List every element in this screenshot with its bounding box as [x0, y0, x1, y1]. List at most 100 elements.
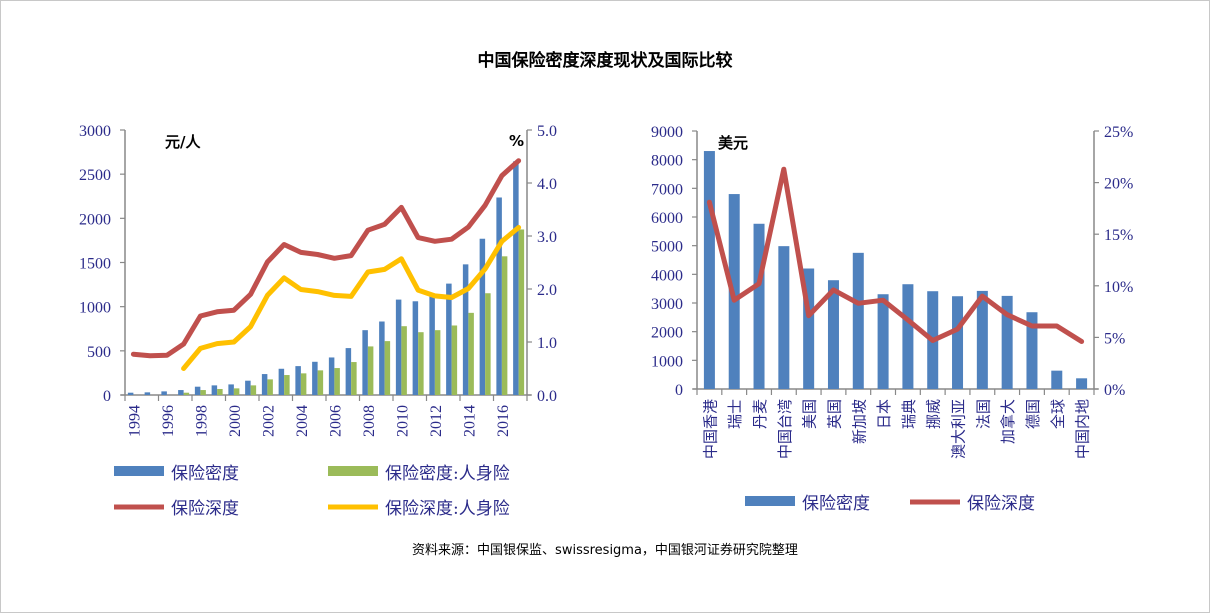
- right-tick-label: 15%: [1104, 227, 1133, 244]
- left-unit-label: 元/人: [165, 133, 201, 151]
- left-tick-label: 500: [87, 344, 111, 361]
- x-tick-label: 中国内地: [1074, 399, 1092, 459]
- x-tick-label: 日本: [875, 399, 893, 429]
- legend-label: 保险深度:人身险: [385, 499, 510, 519]
- left-tick-label: 2000: [79, 211, 111, 228]
- line-保险深度: [130, 158, 522, 359]
- left-tick-label: 5000: [651, 239, 683, 256]
- right-tick-label: 20%: [1104, 176, 1133, 193]
- right-tick-label: 3.0: [537, 229, 557, 246]
- x-tick-label: 1998: [193, 405, 210, 437]
- bar-保险密度: [379, 321, 385, 395]
- bar-保险密度: [703, 151, 715, 389]
- left-tick-label: 4000: [651, 267, 683, 284]
- bar-保险密度: [852, 252, 864, 389]
- bar-保险密度: [278, 368, 285, 395]
- bar-保险密度: [496, 197, 502, 395]
- bar-保险密度: [952, 296, 964, 389]
- bar-保险密度: [753, 223, 765, 389]
- right-tick-label: 5%: [1104, 330, 1125, 347]
- bar-保险密度:人身险: [518, 229, 525, 395]
- x-tick-label: 中国香港: [701, 399, 719, 459]
- bar-保险密度: [827, 280, 839, 389]
- left-tick-label: 0: [675, 382, 683, 399]
- bar-保险密度:人身险: [317, 370, 324, 395]
- bar-保险密度:人身险: [367, 346, 374, 395]
- bar-保险密度:人身险: [384, 341, 391, 395]
- right-tick-label: 25%: [1104, 124, 1133, 141]
- x-tick-label: 1996: [160, 405, 177, 437]
- x-tick-label: 2004: [294, 405, 311, 437]
- x-tick-label: 澳大利亚: [950, 399, 968, 459]
- bar-保险密度: [803, 268, 815, 389]
- line-保险深度: [706, 166, 1085, 344]
- x-tick-label: 德国: [1024, 399, 1042, 429]
- bar-保险密度: [902, 284, 914, 389]
- x-tick-label: 法国: [974, 399, 992, 429]
- left-tick-label: 2500: [79, 167, 111, 184]
- right-tick-label: 4.0: [537, 176, 557, 193]
- bar-保险密度: [194, 386, 201, 395]
- bar-保险密度: [161, 391, 167, 395]
- bar-保险密度:人身险: [284, 375, 290, 395]
- legend-label: 保险密度:人身险: [385, 464, 510, 484]
- bar-保险密度:人身险: [485, 293, 491, 395]
- legend-label: 保险深度: [967, 494, 1035, 514]
- left-tick-label: 3000: [79, 123, 111, 140]
- source-note: 资料来源：中国银保监、swissresigma，中国银河证券研究院整理: [412, 543, 798, 558]
- bar-保险密度: [362, 330, 368, 395]
- bar-保险密度:人身险: [334, 368, 340, 395]
- x-tick-label: 2008: [361, 405, 378, 437]
- bar-保险密度: [1001, 295, 1013, 389]
- x-tick-label: 2012: [428, 405, 445, 437]
- x-tick-label: 2016: [495, 405, 512, 437]
- bar-保险密度: [395, 299, 402, 395]
- bar-保险密度: [479, 238, 486, 395]
- bar-保险密度: [144, 392, 151, 395]
- right-tick-label: 1.0: [537, 335, 557, 352]
- left-tick-label: 7000: [651, 181, 683, 198]
- x-tick-label: 1994: [126, 405, 143, 437]
- x-tick-label: 挪威: [925, 399, 943, 429]
- x-tick-label: 2014: [461, 405, 478, 437]
- bar-保险密度:人身险: [451, 325, 458, 395]
- bar-保险密度: [328, 357, 335, 395]
- bar-保险密度: [412, 301, 419, 395]
- bar-保险密度: [345, 348, 352, 395]
- right-tick-label: 0.0: [537, 388, 557, 405]
- left-tick-label: 9000: [651, 124, 683, 141]
- x-tick-label: 中国台湾: [776, 399, 794, 459]
- bar-保险密度: [462, 264, 469, 395]
- legend-swatch-保险密度: [114, 466, 164, 476]
- right-tick-label: 2.0: [537, 282, 557, 299]
- bar-保险密度: [778, 246, 790, 389]
- legend-label: 保险密度: [802, 494, 870, 514]
- bar-保险密度: [513, 161, 519, 395]
- x-tick-label: 新加坡: [850, 399, 868, 444]
- line-保险深度:人身险: [181, 225, 522, 371]
- bar-保险密度: [295, 366, 301, 395]
- left-tick-label: 1000: [651, 353, 683, 370]
- bar-保险密度: [261, 374, 268, 395]
- bar-保险密度:人身险: [401, 326, 407, 395]
- bar-保险密度:人身险: [217, 388, 223, 395]
- bar-保险密度:人身险: [300, 373, 307, 395]
- bar-保险密度:人身险: [200, 390, 206, 395]
- right-tick-label: 10%: [1104, 279, 1133, 296]
- x-tick-label: 加拿大: [999, 399, 1017, 444]
- x-tick-label: 美国: [801, 399, 819, 429]
- x-tick-label: 瑞士: [726, 399, 744, 429]
- legend-label: 保险密度: [171, 464, 239, 484]
- bar-保险密度:人身险: [434, 330, 441, 395]
- bar-保险密度: [127, 392, 134, 395]
- bar-保险密度: [228, 384, 234, 395]
- bar-保险密度: [245, 380, 251, 395]
- bar-保险密度: [429, 293, 435, 395]
- bar-保险密度: [877, 294, 889, 389]
- x-tick-label: 英国: [825, 399, 843, 429]
- left-tick-label: 1000: [79, 300, 111, 317]
- x-tick-label: 2002: [260, 405, 277, 437]
- bar-保险密度: [976, 290, 988, 389]
- legend-label: 保险深度: [171, 499, 239, 519]
- left-tick-label: 3000: [651, 296, 683, 313]
